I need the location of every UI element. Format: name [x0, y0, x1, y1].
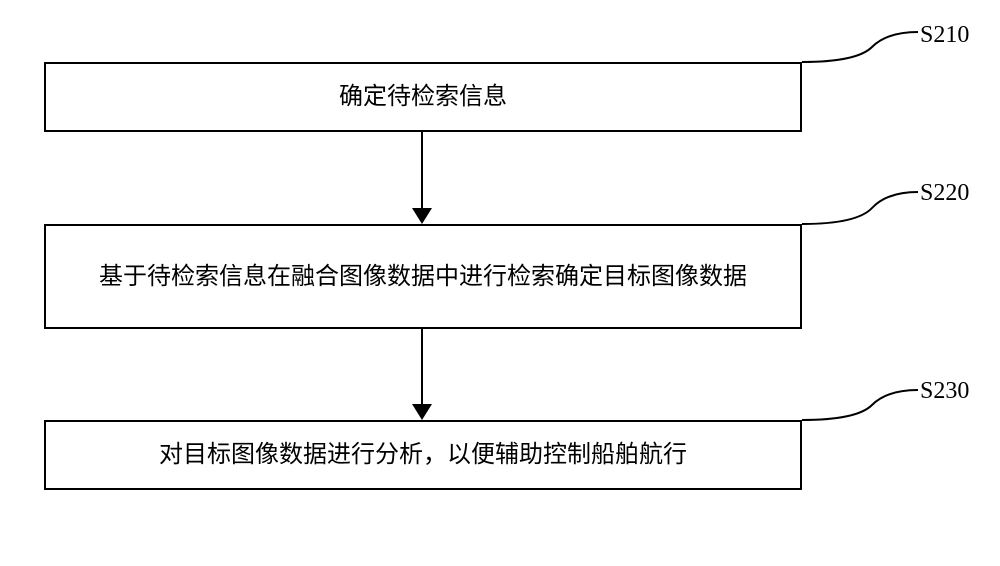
flowchart-arrow [421, 132, 423, 210]
flowchart-box-s230: 对目标图像数据进行分析，以便辅助控制船舶航行 [44, 420, 802, 490]
step-label-s210: S210 [920, 22, 969, 49]
flowchart-arrow-head [412, 208, 432, 224]
flowchart-box-s210: 确定待检索信息 [44, 62, 802, 132]
connector-curve [802, 380, 922, 430]
step-label-s220: S220 [920, 180, 969, 207]
flowchart-box-text: 基于待检索信息在融合图像数据中进行检索确定目标图像数据 [99, 259, 747, 295]
flowchart-box-text: 对目标图像数据进行分析，以便辅助控制船舶航行 [159, 437, 687, 473]
flowchart-box-s220: 基于待检索信息在融合图像数据中进行检索确定目标图像数据 [44, 224, 802, 329]
step-label-s230: S230 [920, 378, 969, 405]
flowchart-arrow [421, 329, 423, 406]
connector-curve [802, 22, 922, 72]
connector-curve [802, 182, 922, 232]
flowchart-box-text: 确定待检索信息 [339, 79, 507, 115]
flowchart-arrow-head [412, 404, 432, 420]
